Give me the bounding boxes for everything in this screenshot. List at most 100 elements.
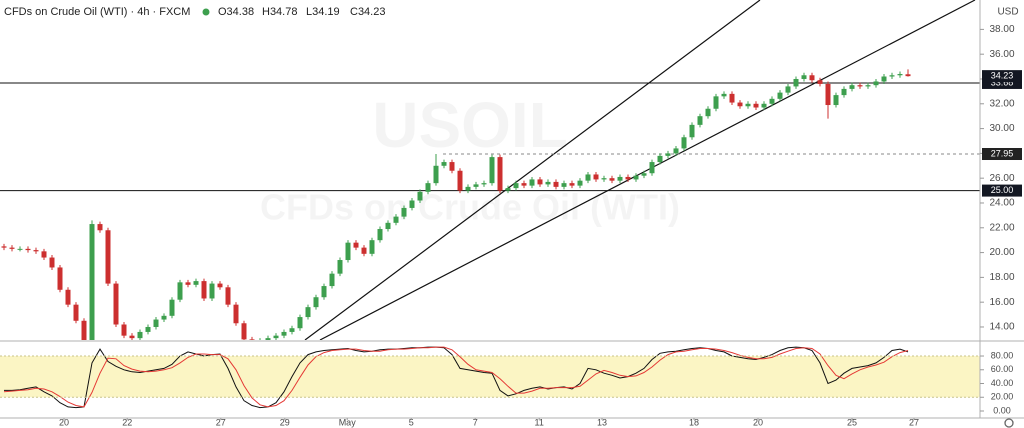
candle-body bbox=[585, 174, 591, 181]
candle-body bbox=[473, 184, 479, 187]
y-tick-label: 40.00 bbox=[991, 378, 1014, 388]
candle-body bbox=[105, 230, 111, 284]
candle-body bbox=[185, 282, 191, 285]
candle-body bbox=[449, 162, 455, 171]
price-tags: 33.68 27.95 25.00 34.23 bbox=[982, 70, 1022, 197]
candle-body bbox=[209, 283, 215, 299]
candle-body bbox=[25, 248, 31, 251]
candle-body bbox=[409, 200, 415, 208]
candle-body bbox=[801, 75, 807, 79]
stoch-band bbox=[0, 356, 980, 398]
candle-body bbox=[169, 299, 175, 316]
x-tick-label: 13 bbox=[597, 417, 607, 427]
candle-body bbox=[593, 174, 599, 180]
stoch-line bbox=[3, 346, 909, 408]
candle-body bbox=[281, 331, 287, 336]
candle-body bbox=[825, 83, 831, 106]
y-tick-label: 32.00 bbox=[989, 98, 1014, 109]
candle-body bbox=[841, 88, 847, 96]
price-pane bbox=[0, 0, 980, 340]
candle-body bbox=[265, 338, 271, 340]
candle-body bbox=[385, 222, 391, 230]
y-tick-label: 36.00 bbox=[989, 49, 1014, 60]
candle-body bbox=[753, 103, 759, 108]
candle-body bbox=[177, 282, 183, 300]
candle-body bbox=[769, 98, 775, 104]
x-tick-label: 29 bbox=[280, 417, 290, 427]
candle-body bbox=[225, 287, 231, 305]
candle-body bbox=[273, 335, 279, 339]
candle-body bbox=[641, 173, 647, 176]
candle-body bbox=[889, 75, 895, 77]
y-tick-label: 24.00 bbox=[989, 198, 1014, 209]
candle-body bbox=[81, 320, 87, 340]
candle-body bbox=[17, 248, 23, 250]
y-tick-label: 18.00 bbox=[989, 272, 1014, 283]
trend-line bbox=[304, 0, 761, 340]
candle-body bbox=[577, 180, 583, 186]
ohlc-value: L34.19 bbox=[306, 6, 340, 18]
status-dot bbox=[202, 8, 210, 16]
last-price-label: 34.23 bbox=[991, 71, 1014, 81]
x-tick-label: 20 bbox=[753, 417, 763, 427]
x-tick-label: 5 bbox=[409, 417, 414, 427]
candle-body bbox=[153, 319, 159, 327]
candle-body bbox=[689, 124, 695, 138]
candle-body bbox=[881, 76, 887, 82]
x-tick-label: 7 bbox=[473, 417, 478, 427]
x-tick-label: 27 bbox=[909, 417, 919, 427]
x-tick-label: 22 bbox=[122, 417, 132, 427]
candle-body bbox=[161, 315, 167, 320]
candle-body bbox=[249, 339, 255, 340]
candle-body bbox=[529, 179, 535, 186]
candle-body bbox=[833, 95, 839, 106]
trend-line bbox=[319, 0, 976, 340]
candle-body bbox=[745, 103, 751, 107]
candle-body bbox=[737, 102, 743, 107]
candle-body bbox=[809, 75, 815, 81]
x-tick-label: 20 bbox=[59, 417, 69, 427]
x-tick-label: 18 bbox=[689, 417, 699, 427]
candle-body bbox=[137, 331, 143, 339]
candle-body bbox=[297, 317, 303, 329]
watermark-text: CFDs on Crude Oil (WTI) bbox=[260, 187, 680, 228]
level-tag bbox=[982, 148, 1022, 161]
candle-body bbox=[425, 183, 431, 192]
candle-body bbox=[849, 85, 855, 89]
candle-body bbox=[145, 326, 151, 332]
candle-body bbox=[41, 251, 47, 258]
candle-body bbox=[113, 283, 119, 325]
candle-body bbox=[329, 273, 335, 287]
y-tick-label: 20.00 bbox=[991, 392, 1014, 402]
candle-body bbox=[65, 289, 71, 305]
candle-body bbox=[433, 165, 439, 184]
candle-body bbox=[569, 183, 575, 186]
candle-body bbox=[361, 247, 367, 254]
candle-body bbox=[489, 157, 495, 184]
settings-icon[interactable] bbox=[1004, 418, 1014, 428]
candle-body bbox=[441, 162, 447, 166]
candle-body bbox=[609, 178, 615, 181]
last-price-tag bbox=[982, 70, 1022, 83]
candle-body bbox=[513, 183, 519, 189]
candle-body bbox=[545, 181, 551, 185]
x-tick-label: 25 bbox=[847, 417, 857, 427]
y-tick-label: 26.00 bbox=[989, 173, 1014, 184]
currency-label: USD bbox=[997, 7, 1018, 18]
y-tick-label: 80.00 bbox=[991, 350, 1014, 360]
candle-body bbox=[97, 224, 103, 231]
candle-body bbox=[521, 183, 527, 186]
candle-body bbox=[201, 281, 207, 299]
level-tag-label: 25.00 bbox=[991, 185, 1014, 195]
candle-body bbox=[345, 242, 351, 261]
candle-body bbox=[633, 175, 639, 180]
candle-body bbox=[657, 155, 663, 163]
candle-body bbox=[401, 207, 407, 217]
candle-body bbox=[121, 324, 127, 336]
candle-body bbox=[793, 78, 799, 87]
candle-body bbox=[785, 86, 791, 93]
candle-body bbox=[857, 85, 863, 87]
y-tick-label: 0.00 bbox=[993, 405, 1011, 415]
candle-body bbox=[665, 153, 671, 156]
